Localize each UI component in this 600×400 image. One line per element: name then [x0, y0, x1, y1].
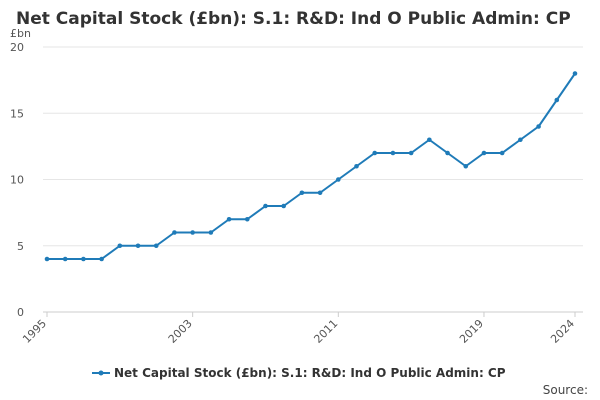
- x-axis-ticks: 1995 2003 2011 2019 2024: [20, 312, 577, 346]
- data-point-2005[interactable]: [226, 216, 232, 222]
- data-point-2007[interactable]: [263, 203, 268, 209]
- data-point-1996[interactable]: [62, 256, 68, 262]
- y-tick-label-10: 10: [10, 174, 24, 187]
- data-point-2003[interactable]: [190, 230, 195, 235]
- data-point-2024[interactable]: [572, 71, 578, 76]
- source-label: Source:: [543, 383, 588, 397]
- x-tick-label-2003: 2003: [166, 317, 195, 346]
- x-tick-label-1995: 1995: [20, 317, 49, 346]
- data-point-1997[interactable]: [81, 256, 86, 262]
- y-tick-label-0: 0: [17, 306, 24, 319]
- x-tick-label-2011: 2011: [311, 317, 340, 346]
- series-line-0: [47, 72, 576, 260]
- y-tick-label-20: 20: [10, 41, 24, 54]
- x-tick-label-2024: 2024: [548, 317, 577, 346]
- chart-title: Net Capital Stock (£bn): S.1: R&D: Ind O…: [16, 9, 571, 29]
- series-group: [44, 71, 578, 262]
- data-point-2012[interactable]: [354, 163, 359, 169]
- data-point-2023[interactable]: [554, 97, 560, 103]
- data-point-2015[interactable]: [408, 150, 414, 156]
- legend[interactable]: Net Capital Stock (£bn): S.1: R&D: Ind O…: [92, 366, 506, 380]
- legend-label: Net Capital Stock (£bn): S.1: R&D: Ind O…: [114, 366, 506, 380]
- data-point-2021[interactable]: [518, 137, 523, 143]
- data-point-2017[interactable]: [445, 150, 450, 156]
- data-point-2011[interactable]: [336, 177, 341, 182]
- y-axis-ticks: 0 5 10 15 20: [10, 41, 24, 319]
- y-tick-label-15: 15: [10, 107, 24, 120]
- data-point-2016[interactable]: [427, 137, 432, 143]
- data-point-1995[interactable]: [44, 256, 50, 262]
- data-point-1998[interactable]: [99, 256, 104, 262]
- legend-dot-marker: [98, 370, 104, 376]
- grid-lines: [43, 46, 583, 247]
- data-point-2000[interactable]: [135, 243, 141, 249]
- data-point-2008[interactable]: [281, 203, 286, 209]
- y-tick-label-5: 5: [17, 240, 24, 253]
- data-point-2020[interactable]: [499, 150, 505, 156]
- data-point-2019[interactable]: [481, 150, 487, 156]
- data-point-1999[interactable]: [117, 243, 123, 249]
- data-point-2010[interactable]: [317, 190, 323, 196]
- y-unit-label: £bn: [10, 27, 31, 40]
- data-point-2004[interactable]: [208, 230, 214, 235]
- data-point-2013[interactable]: [372, 150, 378, 156]
- data-point-2022[interactable]: [536, 124, 541, 129]
- data-point-2002[interactable]: [172, 230, 177, 235]
- x-tick-label-2019: 2019: [457, 317, 486, 346]
- data-point-2018[interactable]: [463, 163, 469, 169]
- data-point-2006[interactable]: [244, 216, 250, 222]
- data-point-2009[interactable]: [299, 190, 305, 196]
- data-point-2001[interactable]: [153, 243, 159, 249]
- data-point-2014[interactable]: [390, 150, 396, 156]
